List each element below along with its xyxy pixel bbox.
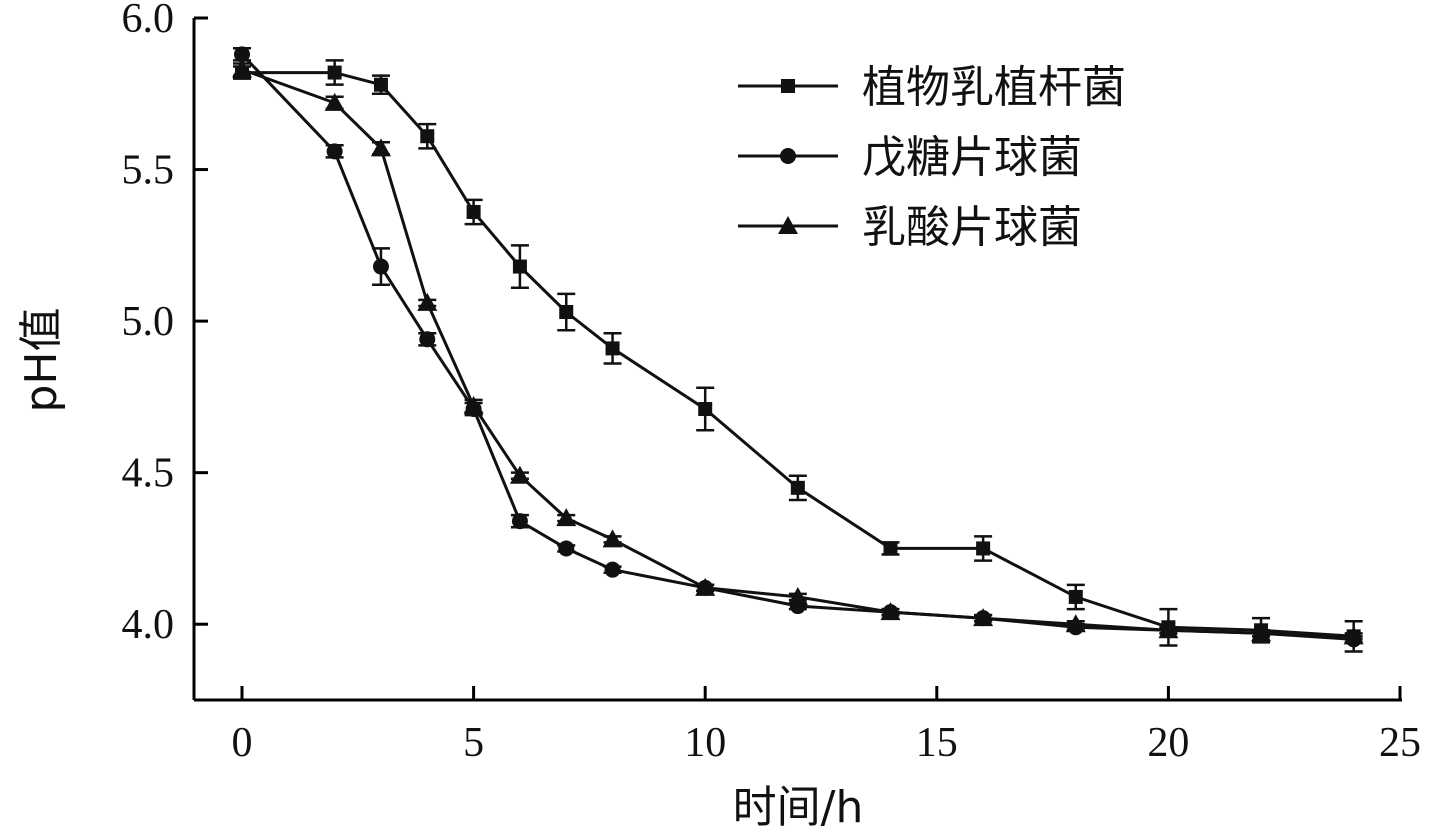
- axes: 0 5 10 15 20 25 4.0 4.5 5.0 5.5 6.0: [122, 0, 1422, 766]
- x-tick-label: 5: [463, 720, 484, 766]
- data-point: [326, 143, 343, 160]
- y-tick-label: 5.5: [122, 148, 175, 194]
- legend-item-3: 乳酸片球菌: [738, 202, 1082, 253]
- series-line: [242, 71, 1354, 638]
- legend-label: 戊糖片球菌: [862, 132, 1082, 183]
- data-point: [419, 331, 436, 348]
- data-point: [372, 258, 389, 275]
- data-point: [787, 586, 808, 605]
- data-point: [790, 480, 805, 495]
- data-point: [463, 395, 484, 414]
- series-1: [233, 59, 1363, 653]
- data-point: [1065, 614, 1086, 633]
- data-point: [558, 540, 575, 557]
- data-point: [1251, 623, 1272, 642]
- data-point: [604, 561, 621, 578]
- data-point: [556, 508, 577, 527]
- y-tick-label: 5.0: [122, 299, 175, 345]
- data-point: [559, 305, 574, 320]
- x-tick-label: 25: [1379, 720, 1421, 766]
- data-point: [511, 513, 528, 530]
- data-point: [1068, 589, 1083, 604]
- data-point: [512, 259, 527, 274]
- series-line: [241, 68, 1354, 638]
- data-point: [602, 529, 623, 548]
- series-3: [232, 59, 1364, 645]
- data-point: [976, 541, 991, 556]
- legend-marker: [778, 216, 798, 234]
- data-point: [698, 402, 713, 417]
- legend-item-1: 植物乳植杆菌: [738, 62, 1126, 113]
- series-layer: [232, 46, 1364, 653]
- data-point: [880, 602, 901, 621]
- x-tick-label: 15: [916, 720, 958, 766]
- x-tick-label: 20: [1147, 720, 1189, 766]
- x-tick-label: 0: [232, 720, 253, 766]
- legend-label: 植物乳植杆菌: [862, 62, 1126, 113]
- x-axis-title: 时间/h: [733, 782, 864, 833]
- y-tick-label: 6.0: [122, 0, 175, 42]
- data-point: [324, 92, 345, 111]
- y-tick-label: 4.0: [122, 602, 175, 648]
- data-point: [466, 204, 481, 219]
- data-point: [973, 608, 994, 627]
- data-point: [509, 465, 530, 484]
- legend-label: 乳酸片球菌: [862, 202, 1082, 253]
- data-point: [1158, 620, 1179, 639]
- series-2: [233, 46, 1363, 648]
- legend-marker: [781, 79, 795, 93]
- data-point: [417, 292, 438, 311]
- data-point: [605, 341, 620, 356]
- data-point: [883, 541, 898, 556]
- x-tick-label: 10: [684, 720, 726, 766]
- data-point: [370, 138, 391, 157]
- legend-item-2: 戊糖片球菌: [738, 132, 1082, 183]
- data-point: [327, 65, 342, 80]
- data-point: [232, 59, 252, 78]
- data-point: [695, 577, 716, 596]
- series-line: [240, 53, 1354, 641]
- legend-marker: [780, 148, 796, 164]
- data-point: [234, 46, 250, 63]
- y-tick-label: 4.5: [122, 451, 175, 497]
- data-point: [420, 129, 435, 144]
- data-point: [1343, 626, 1364, 645]
- data-point: [373, 77, 388, 92]
- y-axis-title: pH值: [16, 307, 67, 412]
